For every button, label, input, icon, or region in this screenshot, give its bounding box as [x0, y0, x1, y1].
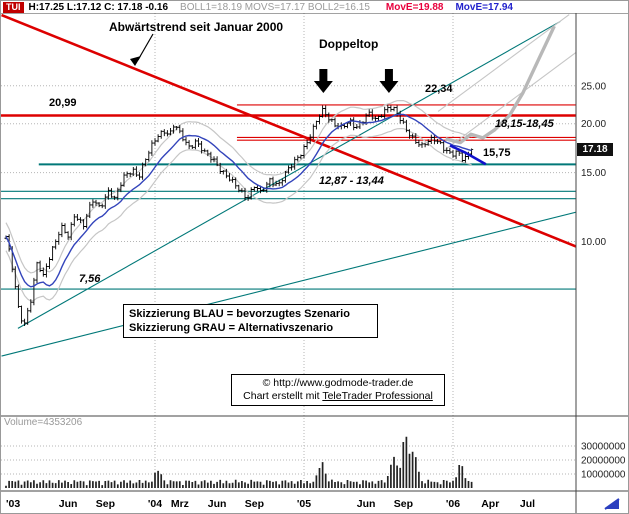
time-axis-label: '06 — [446, 498, 460, 510]
doppeltop-label: Doppeltop — [319, 37, 379, 51]
zone-label-1287-1344: 12,87 - 13,44 — [319, 175, 384, 187]
gray-alternative-scenario-line — [445, 25, 556, 145]
volume-axis-label: 10000000 — [581, 470, 626, 481]
lower-band-line — [5, 127, 472, 302]
time-axis-label: Jun — [59, 498, 78, 510]
time-axis-label: Sep — [245, 498, 264, 510]
teletrader-link[interactable]: TeleTrader Professional — [322, 390, 433, 402]
last-price-tag: 17.18 — [577, 143, 613, 156]
legend-blue-scenario: Skizzierung BLAU = bevorzugtes Szenario — [129, 308, 350, 320]
level-label-2099: 20,99 — [49, 97, 77, 109]
uptrend-major — [17, 20, 561, 329]
volume-axis-label: 30000000 — [581, 442, 626, 453]
time-axis-label: Jun — [208, 498, 227, 510]
grid-layer: 25.00 20.00 15.00 10.00 30000000 20000000 1000… — [1, 13, 626, 489]
downtrend-label: Abwärtstrend seit Januar 2000 — [109, 20, 284, 34]
time-axis-label: Mrz — [171, 498, 189, 510]
volume-axis-label: 20000000 — [581, 456, 626, 467]
time-axis-label: Jun — [357, 498, 376, 510]
zone-label-1815-1845: 18,15-18,45 — [495, 118, 554, 130]
price-axis-label: 15.00 — [581, 168, 606, 179]
downtrend-since-jan-2000 — [1, 13, 576, 248]
time-axis-label: '05 — [297, 498, 311, 510]
moving-average-line — [5, 113, 472, 288]
time-axis-label: '03 — [6, 498, 20, 510]
blue-preferred-scenario-line — [449, 144, 487, 166]
scroll-arrow-button[interactable] — [599, 497, 625, 512]
header-bar: TUI H:17.25 L:17.12 C: 17.18 -0.16 BOLL1… — [1, 1, 628, 13]
symbol-badge: TUI — [3, 1, 24, 13]
price-axis-label: 20.00 — [581, 119, 606, 130]
time-axis-label: '04 — [148, 498, 162, 510]
downtrend-pointer-arrowhead — [130, 56, 141, 66]
scenario-legend-box: Skizzierung BLAU = bevorzugtes Szenario … — [123, 304, 378, 338]
volume-bars-layer — [5, 436, 473, 488]
move-slow-readout: MovE=17.94 — [455, 1, 513, 13]
legend-gray-scenario: Skizzierung GRAU = Alternativszenario — [129, 322, 334, 334]
doppeltop-arrows — [313, 69, 399, 93]
level-label-1575: 15,75 — [483, 147, 511, 159]
price-axis-label: 10.00 — [581, 237, 606, 248]
price-axis-label: 25.00 — [581, 81, 606, 92]
time-axis-label: Sep — [394, 498, 413, 510]
uptrend-minor — [1, 211, 576, 357]
move-fast-readout: MovE=19.88 — [385, 1, 444, 13]
time-axis-label: Jul — [520, 498, 535, 510]
scroll-arrow-icon — [604, 498, 620, 510]
copyright-box: © http://www.godmode-trader.de Chart ers… — [231, 374, 445, 406]
downtrend-pointer-line — [137, 33, 154, 61]
indicator-readout: BOLL1=18.19 MOVS=17.17 BOLL2=16.15 — [180, 1, 370, 13]
time-axis-label: Sep — [96, 498, 115, 510]
volume-readout: Volume=4353206 — [4, 417, 83, 428]
copyright-url: © http://www.godmode-trader.de — [262, 377, 414, 389]
level-label-756: 7,56 — [79, 273, 101, 285]
gray-channel-layer — [437, 14, 576, 150]
time-axis-label: Apr — [481, 498, 499, 510]
ohlc-readout: H:17.25 L:17.12 C: 17.18 -0.16 — [28, 1, 169, 13]
chart-credit-prefix: Chart erstellt mit — [243, 390, 323, 402]
level-label-2234: 22,34 — [425, 83, 453, 95]
chart-credit: Chart erstellt mit TeleTrader Profession… — [234, 390, 442, 403]
